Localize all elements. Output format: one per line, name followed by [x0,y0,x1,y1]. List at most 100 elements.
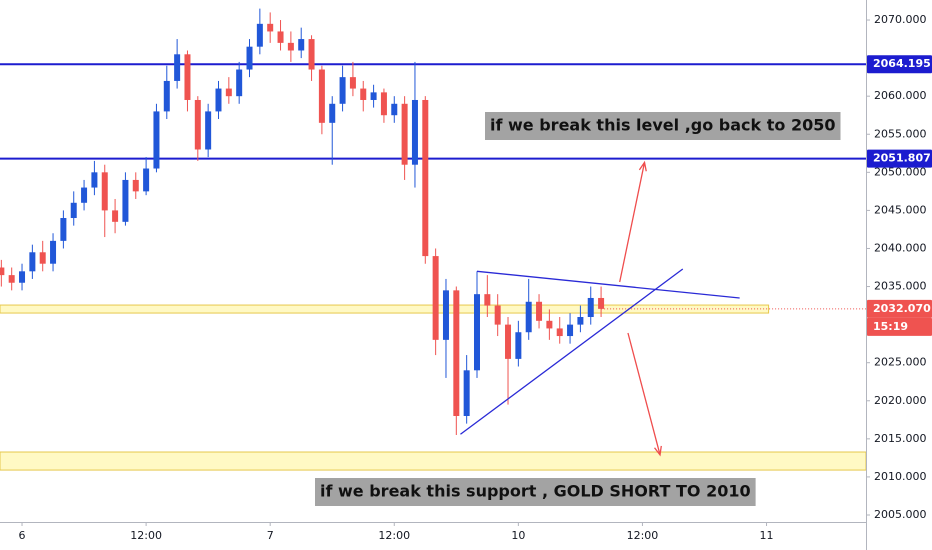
x-tick-label: 12:00 [130,529,162,542]
countdown-label: 15:19 [873,320,908,333]
candle-body [463,370,470,417]
y-tick-label: 2045.000 [874,203,927,216]
candle-body [50,240,57,264]
candle-body [546,320,553,329]
candle-body [329,103,336,123]
candle-body [349,77,356,89]
y-tick-label: 2050.000 [874,165,927,178]
y-tick-label: 2015.000 [874,432,927,445]
candle-body [494,305,501,325]
level-label-bg [867,55,932,74]
candle-body [256,23,263,47]
candle-body [60,218,67,241]
candle-body [236,69,243,97]
y-tick-label: 2070.000 [874,13,927,26]
candle-body [308,39,315,70]
x-tick-label: 12:00 [378,529,410,542]
candle-body [556,328,563,337]
candle-body [70,202,77,219]
annotation: if we break this support , GOLD SHORT TO… [315,478,756,506]
candle-body [81,187,88,203]
candle-body [122,179,129,222]
candle-body [277,31,284,43]
annotation-text: if we break this level ,go back to 2050 [490,116,836,135]
candle-body [246,46,253,70]
last-price-label-bg [867,299,932,318]
candle-body [0,267,5,276]
x-tick-label: 7 [267,529,274,542]
candle-body [360,88,367,100]
candle-body [267,23,274,32]
candle-body [318,69,325,123]
candle-body [8,275,15,283]
candle-body [91,172,98,188]
candle-body [39,252,46,264]
candle-body [401,103,408,165]
candle-body [598,297,605,309]
plot-area: if we break this level ,go back to 2050 i… [0,8,867,506]
candle-body [515,332,522,359]
y-tick-label: 2035.000 [874,280,927,293]
x-tick-label: 10 [511,529,525,542]
candle-body [473,294,480,371]
candle-body [411,99,418,165]
candle-body [153,111,160,169]
candle-body [225,88,232,97]
candle-body [525,301,532,333]
candle-body [422,99,429,257]
trendline [476,270,740,299]
candle-body [577,317,584,325]
candle-body [505,324,512,359]
y-tick-label: 2020.000 [874,394,927,407]
countdown-label-bg [867,317,932,336]
candle-body [391,103,398,116]
candle-body [287,42,294,51]
candle-body [587,297,594,318]
trendline [460,268,684,435]
candle-body [339,77,346,104]
candle-body [432,256,439,340]
x-tick-label: 12:00 [627,529,659,542]
annotation: if we break this level ,go back to 2050 [485,112,841,140]
candle-body [536,301,543,321]
annotation-text: if we break this support , GOLD SHORT TO… [320,482,751,501]
level-label-bg [867,149,932,168]
level-label: 2051.807 [873,152,931,165]
last-price-label: 2032.070 [873,302,931,315]
y-tick-label: 2060.000 [874,89,927,102]
y-tick-label: 2055.000 [874,127,927,140]
annotation-box [485,112,841,140]
arrow [619,160,647,283]
y-tick-label: 2025.000 [874,356,927,369]
candle-body [174,54,181,81]
y-tick-label: 2040.000 [874,241,927,254]
candle-body [298,39,305,51]
candle-body [194,99,201,150]
candle-body [380,92,387,116]
candle-body [163,80,170,112]
y-tick-label: 2010.000 [874,470,927,483]
candle-body [205,111,212,150]
axes: 2005.000 2010.000 2015.000 2020.000 2025.000… [19,13,932,542]
candle-body [143,168,150,192]
candle-body [215,88,222,112]
zone [0,451,867,471]
candle-body [184,54,191,100]
candle-body [453,290,460,417]
candle-body [442,290,449,340]
zone [0,304,770,314]
candle-body [101,172,108,211]
candle-body [484,294,491,306]
candle-body [567,324,574,337]
candle-body [29,252,36,272]
arrow [627,332,662,457]
candle-body [112,210,119,222]
level-label: 2064.195 [873,57,931,70]
annotation-box [315,478,756,506]
candle-body [19,271,26,283]
candle-body [132,179,139,192]
x-tick-label: 6 [19,529,26,542]
candle-body [370,92,377,100]
x-tick-label: 11 [760,529,774,542]
